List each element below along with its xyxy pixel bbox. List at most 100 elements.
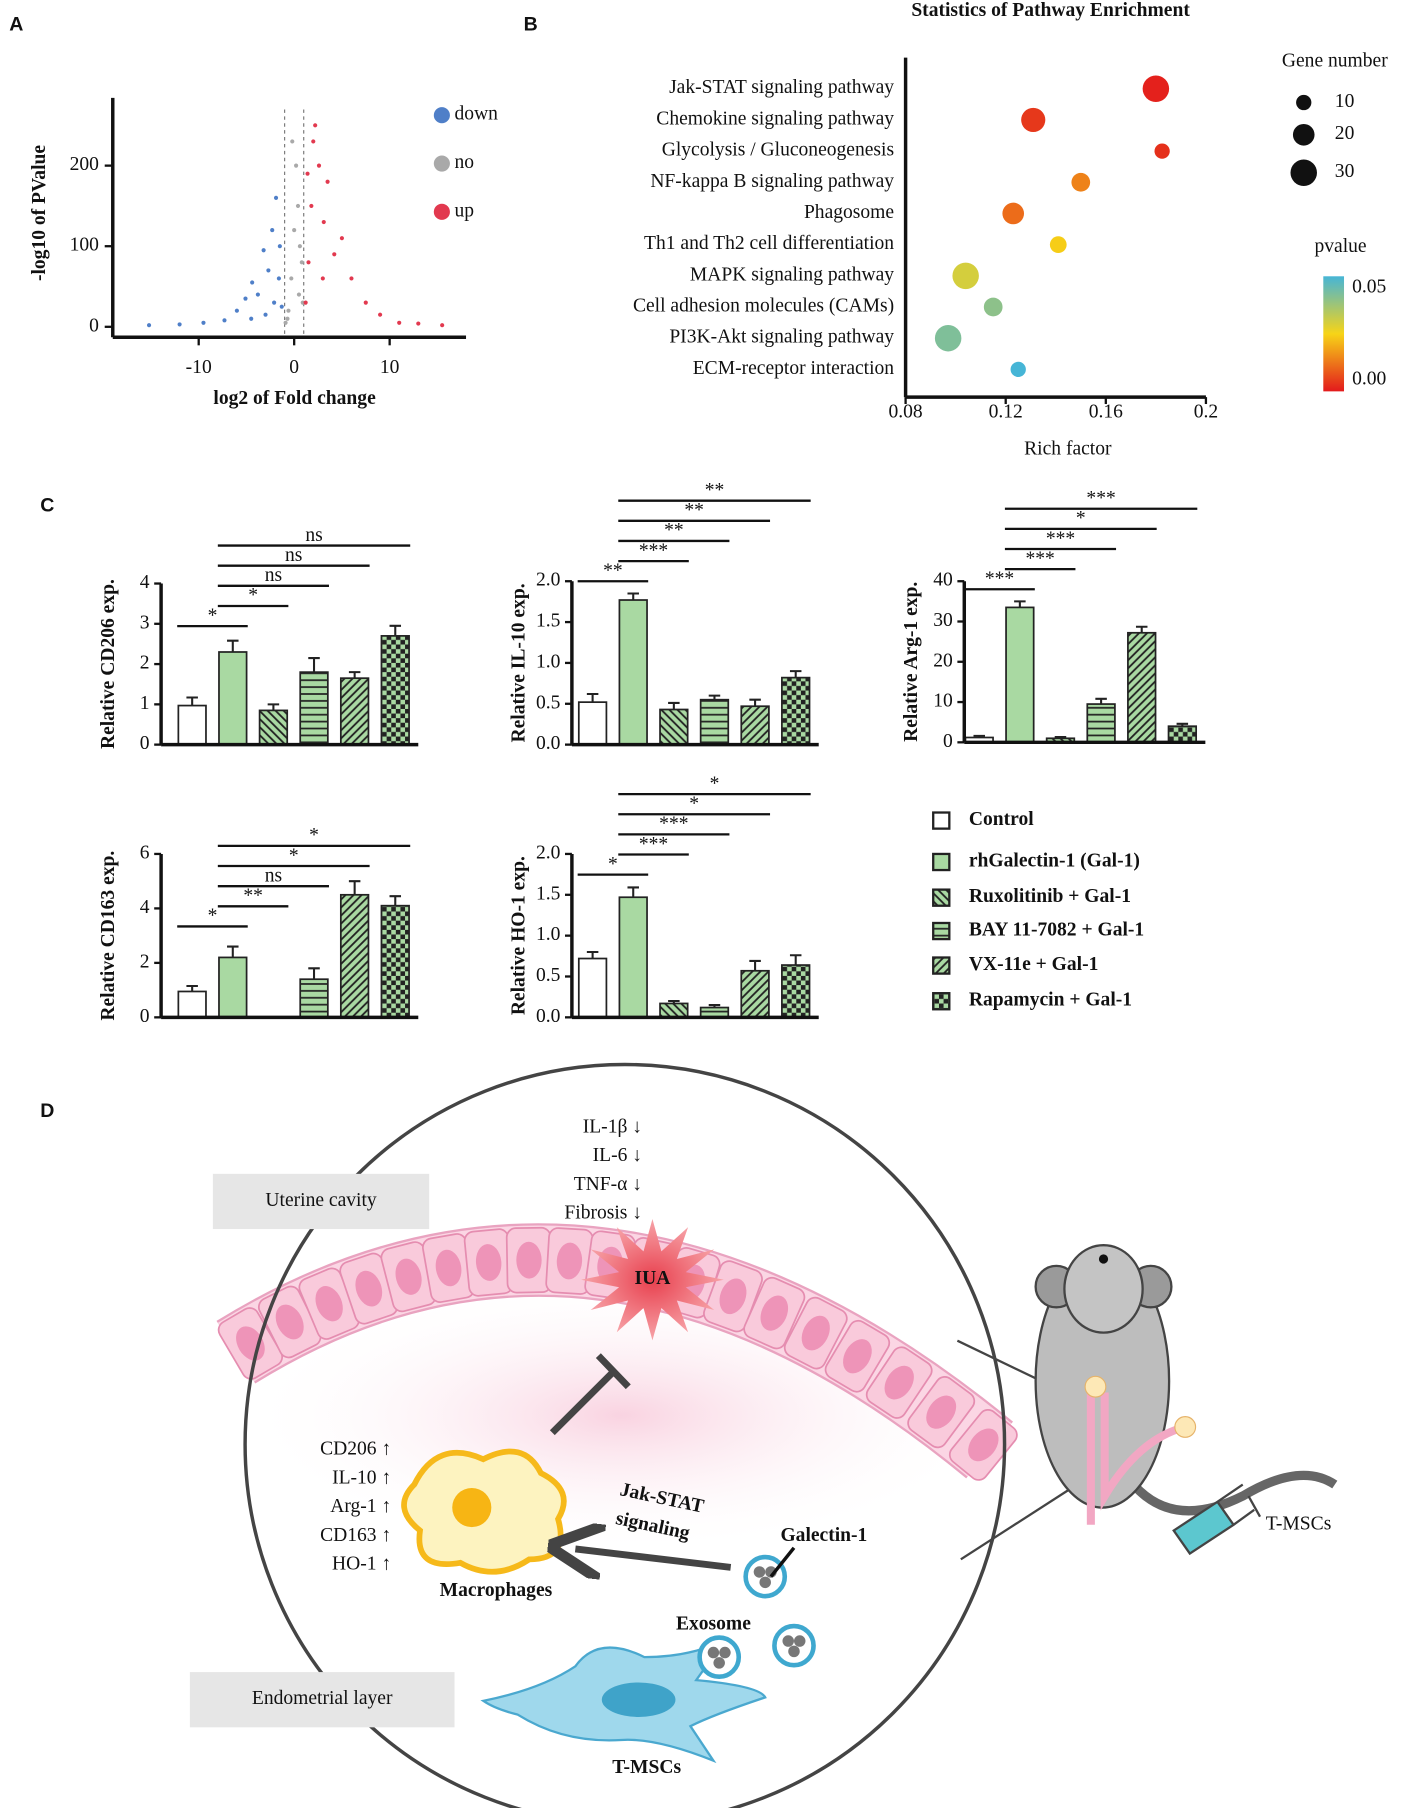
y-tick-label: 0 [943,731,953,752]
cytokine-label: Fibrosis ↓ [564,1203,642,1224]
point [440,323,445,328]
y-tick-label: 0.5 [536,965,561,986]
vesicle-label: Exosome [676,1613,751,1634]
error-bar [186,984,198,992]
colorbar [1323,276,1345,392]
y-tick-label: Glycolysis / Gluconeogenesis [662,140,894,161]
bar [1127,631,1157,744]
point [311,139,316,144]
exosome-cargo [788,1645,800,1658]
exosome-cargo [759,1576,771,1589]
significance-label: * [309,825,319,846]
y-axis-label: -log10 of PValue [29,145,50,281]
bar [380,904,410,1019]
legend-label: rhGalectin-1 (Gal-1) [969,850,1140,871]
significance-label: *** [1026,548,1055,569]
bar [1086,703,1116,744]
mouse-head [1063,1244,1144,1334]
y-tick-label: Phagosome [804,202,894,223]
legend-label: down [455,104,499,125]
error-bar [186,696,198,706]
error-bar [267,703,280,711]
panel-label: B [524,14,538,36]
exosome-cargo [719,1646,731,1659]
y-tick-label: Jak-STAT signaling pathway [669,77,894,98]
size-legend-title: Gene number [1282,51,1388,72]
region-label: Endometrial layer [252,1688,393,1709]
error-bar [973,734,985,738]
y-tick-label: 4 [140,572,150,593]
point [276,276,281,281]
exosome-cargo [753,1566,766,1578]
point [272,300,277,305]
x-tick-label: 0.12 [989,402,1023,423]
error-bar [389,624,402,636]
bar [1167,725,1198,744]
error-bar [668,701,680,710]
y-tick-label: 2 [140,653,150,674]
point [290,139,295,144]
point [309,203,314,208]
point [266,268,271,273]
error-bar [708,1004,721,1008]
point [292,228,297,233]
nucleus [801,1315,830,1351]
y-tick-label: 2.0 [536,842,561,863]
chart-title: Statistics of Pathway Enrichment [911,0,1190,21]
size-legend-marker [1290,159,1317,186]
point [273,195,279,200]
y-tick-label: 1.5 [536,611,561,632]
y-axis-label: Relative Arg-1 exp. [901,582,922,742]
legend-swatch [932,921,951,941]
y-tick-label: 10 [933,691,953,712]
legend-label: no [455,152,475,173]
point [243,296,248,301]
exosome-cargo [793,1635,806,1647]
y-tick-label: 0 [89,315,99,336]
exosome-cargo [713,1657,725,1669]
y-tick-label: 200 [70,154,100,175]
bar [781,676,811,746]
y-tick-label: 30 [933,610,953,631]
significance-label: ** [243,886,263,907]
significance-label: *** [659,814,688,835]
significance-label: * [1076,508,1086,529]
nucleus [516,1241,542,1279]
error-bar [749,698,761,707]
bar [299,671,329,746]
exosome-cargo [782,1635,794,1647]
x-tick-label: 0.16 [1089,402,1123,423]
cytokine-label: TNF-α ↓ [574,1174,642,1195]
exosome [743,1554,788,1599]
x-axis-label: Rich factor [1024,439,1112,460]
point [222,318,227,323]
y-tick-label: ECM-receptor interaction [693,358,895,379]
bar [177,704,207,746]
point [305,171,310,176]
mouse-nose [1098,1254,1109,1264]
point [325,179,330,184]
significance-label: ns [305,525,322,546]
point [279,304,284,309]
y-tick-label: 1.0 [536,651,561,672]
y-axis-label: Relative HO-1 exp. [509,856,530,1015]
point [416,321,421,326]
bar [781,964,811,1019]
point [299,260,304,265]
point [201,320,206,325]
error-bar [227,639,239,652]
nucleus [926,1395,957,1429]
y-tick-label: 2.0 [536,570,561,591]
uterus-end [1084,1375,1107,1398]
panel-label: A [9,14,23,36]
point [177,322,182,327]
significance-label: *** [985,569,1014,590]
region-box [212,1173,430,1230]
point [294,163,299,168]
significance-label: * [248,585,258,606]
point [300,300,305,305]
bar [218,651,248,746]
y-axis-label: Relative CD163 exp. [98,851,119,1021]
y-tick-label: 0.0 [536,733,561,754]
